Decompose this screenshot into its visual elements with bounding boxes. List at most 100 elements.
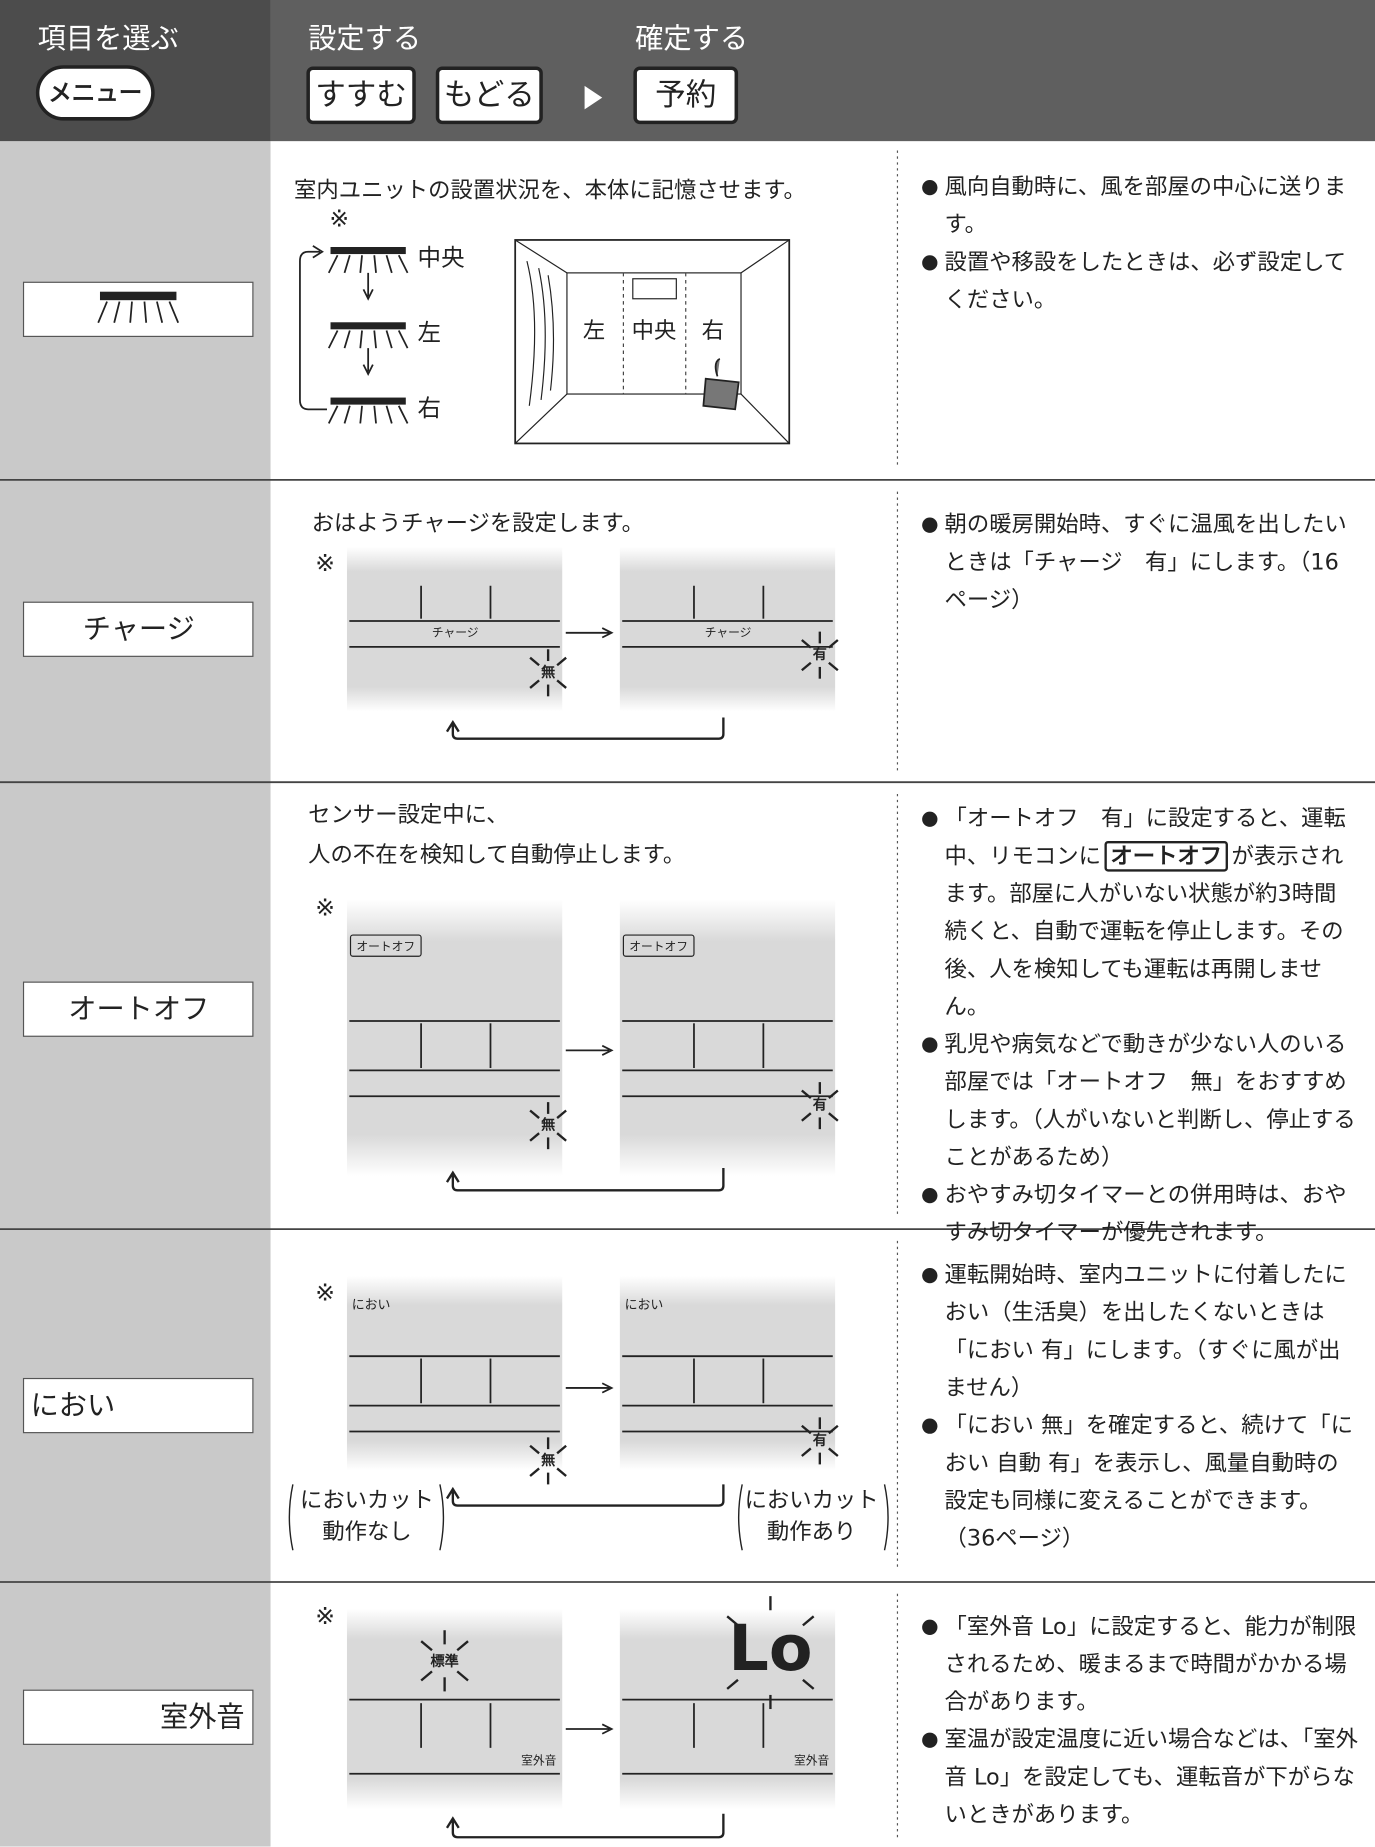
fan-blade xyxy=(327,254,339,274)
description: センサー設定中に、 人の不在を検知して自動停止します。 xyxy=(308,795,685,875)
text: 有 xyxy=(813,1097,827,1114)
text: 中央 xyxy=(418,243,465,271)
lcd-panel xyxy=(619,899,836,1177)
sparkle xyxy=(556,656,567,667)
text: オートオフ xyxy=(356,939,415,953)
text: ※ xyxy=(329,204,349,232)
notes: 「オートオフ 有」に設定すると、運転中、リモコンに オートオフ が表示されます。部屋… xyxy=(921,800,1359,1252)
text: 項目を選ぶ xyxy=(38,22,179,55)
text: 動作なし xyxy=(322,1519,411,1545)
bullet xyxy=(922,1418,938,1434)
text: 室外音 xyxy=(794,1753,829,1767)
notes: 朝の暖房開始時、すぐに温風を出したいときは「チャージ 有」にします。（16ページ… xyxy=(921,506,1359,619)
text: チャージ xyxy=(705,625,752,639)
label-box xyxy=(22,1689,254,1745)
button xyxy=(435,66,543,125)
fan-blade xyxy=(397,405,409,424)
header-right xyxy=(270,0,1375,142)
note: 朝の暖房開始時、すぐに温風を出したいときは「チャージ 有」にします。（16ページ… xyxy=(921,506,1359,619)
fan-bar xyxy=(330,397,406,405)
notes: 運転開始時、室内ユニットに付着したにおい（生活臭）を出したくないときは「におい … xyxy=(921,1256,1359,1557)
text: 動作あり xyxy=(767,1519,856,1545)
sparkle xyxy=(529,1132,540,1142)
notes: 「室外音 Lo」に設定すると、能力が制限されるため、暖まるまで時間がかかる場合が… xyxy=(921,1608,1359,1834)
text: オートオフ xyxy=(68,992,209,1025)
fan-blade xyxy=(343,330,351,349)
sparkle xyxy=(456,1640,469,1652)
fan-bar xyxy=(330,322,406,330)
fan-blade xyxy=(373,405,377,424)
fan-blade xyxy=(129,301,133,323)
text: においカット xyxy=(745,1487,879,1513)
arrow xyxy=(565,1382,614,1394)
text: チャージ xyxy=(83,612,195,645)
sparkle xyxy=(456,1670,469,1682)
description-line: 室内ユニットの設置状況を、本体に記憶させます。 xyxy=(294,177,806,204)
badge: オートオフ xyxy=(1104,840,1229,872)
text: 無 xyxy=(541,1117,555,1134)
return-arrow xyxy=(445,1484,725,1507)
fan-blade xyxy=(97,301,108,324)
text: 室外音 xyxy=(521,1753,556,1767)
sparkle xyxy=(529,1444,540,1455)
fan-blade xyxy=(327,330,339,349)
fan-blade xyxy=(385,254,393,274)
note: 室温が設定温度に近い場合などは、「室外音 Lo」を設定しても、運転音が下がらない… xyxy=(921,1721,1359,1834)
description: おはようチャージを設定します。 xyxy=(312,503,644,543)
sparkle xyxy=(556,1467,567,1477)
fan-blade xyxy=(143,301,148,323)
note: 運転開始時、室内ユニットに付着したにおい（生活臭）を出したくないときは「におい … xyxy=(921,1256,1359,1407)
arrow xyxy=(565,1044,614,1056)
note-text: 風向自動時に、風を部屋の中心に送ります。 xyxy=(944,174,1347,238)
indoor-unit xyxy=(632,278,677,300)
bullet xyxy=(922,1037,938,1053)
fan-blade xyxy=(385,330,393,349)
text: 無 xyxy=(541,1452,555,1469)
sparkle xyxy=(801,661,812,672)
fan-blade xyxy=(168,301,180,324)
fan-blade xyxy=(156,301,164,323)
sparkle xyxy=(802,1615,815,1627)
fan-blade xyxy=(397,330,409,349)
note: おやすみ切タイマーとの併用時は、おやすみ切タイマーが優先されます。 xyxy=(921,1176,1359,1251)
fan-blade xyxy=(359,330,363,349)
text: ※ xyxy=(315,1602,335,1630)
sparkle xyxy=(420,1640,433,1652)
notes: 風向自動時に、風を部屋の中心に送ります。 設置や移設をしたときは、必ず設定してくだ… xyxy=(921,168,1359,319)
sparkle xyxy=(828,1112,839,1122)
lcd-panel xyxy=(346,899,563,1177)
note-text: 「オートオフ 有」に設定すると、運転中、リモコンに xyxy=(944,805,1346,870)
play-arrow xyxy=(584,85,603,110)
sparkle xyxy=(529,656,540,667)
sparkle xyxy=(726,1615,739,1627)
sparkle xyxy=(802,1678,815,1690)
note-text: おやすみ切タイマーとの併用時は、おやすみ切タイマーが優先されます。 xyxy=(944,1182,1347,1246)
text: 室外音 xyxy=(160,1700,245,1733)
fan-blade xyxy=(343,254,351,274)
bullet xyxy=(922,1267,938,1284)
return-arrow xyxy=(445,1167,725,1192)
sparkle xyxy=(556,679,567,689)
text: ※ xyxy=(315,549,335,577)
sparkle xyxy=(556,1444,567,1455)
loop-arrow xyxy=(299,245,327,411)
down-arrow xyxy=(362,272,374,301)
button xyxy=(633,66,739,125)
sparkle xyxy=(828,1424,839,1435)
curtain xyxy=(526,260,555,406)
text: ※ xyxy=(315,894,335,922)
text: におい xyxy=(625,1298,664,1313)
description: 室内ユニットの設置状況を、本体に記憶させます。 xyxy=(294,171,806,211)
return-arrow xyxy=(445,1813,725,1839)
fan-blade xyxy=(113,301,121,323)
sparkle xyxy=(726,1678,739,1690)
note-text: 運転開始時、室内ユニットに付着したにおい（生活臭）を出したくないときは「におい … xyxy=(944,1262,1347,1401)
bullet xyxy=(922,1187,938,1204)
text: 右 xyxy=(418,394,442,422)
text: 右 xyxy=(702,318,724,344)
bullet xyxy=(922,179,938,196)
sparkle xyxy=(801,1089,812,1099)
text: チャージ xyxy=(432,625,479,639)
fan-blade xyxy=(359,405,363,424)
